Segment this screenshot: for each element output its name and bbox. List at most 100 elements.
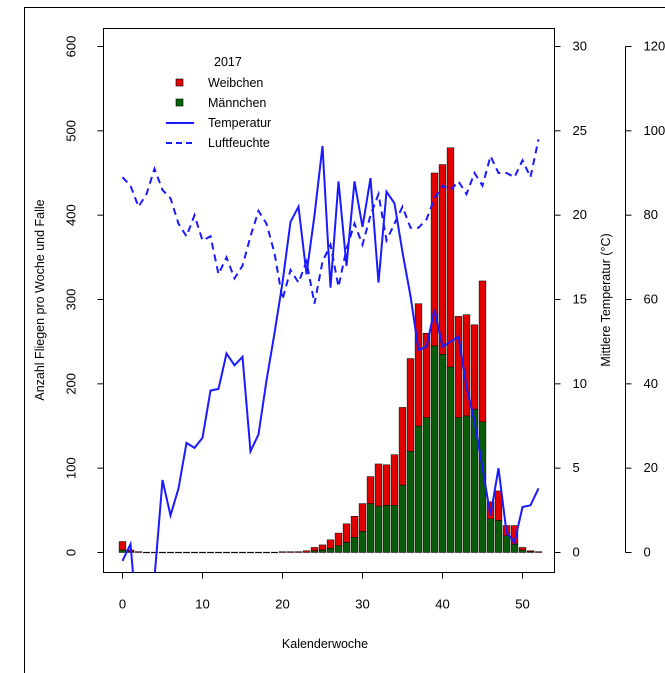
y-tick-label: 300 bbox=[64, 289, 79, 311]
bar-maennchen bbox=[414, 425, 423, 553]
line-layer bbox=[121, 139, 540, 573]
bar-maennchen bbox=[118, 549, 127, 553]
bar-weibchen bbox=[310, 547, 319, 552]
bar-maennchen bbox=[342, 542, 351, 553]
bar-maennchen bbox=[398, 484, 407, 553]
bar-maennchen bbox=[334, 545, 343, 553]
bar-maennchen bbox=[406, 451, 415, 553]
bar-weibchen bbox=[510, 525, 519, 545]
bar-weibchen bbox=[134, 551, 143, 553]
bar-weibchen bbox=[294, 551, 303, 553]
humidity-tick-label: 60 bbox=[644, 292, 658, 307]
bar-weibchen bbox=[526, 550, 535, 552]
temperature-tick-label: 25 bbox=[573, 123, 587, 138]
temperature-tick-label: 20 bbox=[573, 207, 587, 222]
humidity-tick-label: 100 bbox=[644, 123, 665, 138]
plot-box bbox=[103, 28, 555, 573]
series-temperatur bbox=[121, 145, 540, 573]
bar-maennchen bbox=[486, 518, 495, 553]
humidity-tick-label: 120 bbox=[644, 39, 665, 54]
temperature-tick-label: 0 bbox=[573, 545, 580, 560]
bar-weibchen bbox=[398, 407, 407, 486]
legend-label-luftfeuchte: Luftfeuchte bbox=[208, 136, 270, 150]
bar-maennchen bbox=[454, 417, 463, 553]
humidity-tick-label: 80 bbox=[644, 207, 658, 222]
temperature-tick-label: 15 bbox=[573, 292, 587, 307]
bar-maennchen bbox=[446, 366, 455, 553]
x-axis-label: Kalenderwoche bbox=[282, 637, 368, 651]
bar-weibchen bbox=[350, 515, 359, 538]
x-tick-label: 50 bbox=[515, 597, 529, 612]
temperature-axis-label: Mittlere Temperatur (°C) bbox=[599, 233, 613, 366]
x-tick-label: 30 bbox=[355, 597, 369, 612]
humidity-tick-label: 40 bbox=[644, 376, 658, 391]
bar-weibchen bbox=[518, 547, 527, 551]
bar-weibchen bbox=[278, 551, 287, 553]
bar-maennchen bbox=[422, 417, 431, 553]
x-tick-label: 10 bbox=[195, 597, 209, 612]
series-luftfeuchte bbox=[121, 139, 540, 304]
bar-maennchen bbox=[502, 535, 511, 553]
legend-swatch-maennchen bbox=[175, 98, 184, 107]
temperature-tick-label: 10 bbox=[573, 376, 587, 391]
y-tick-label: 200 bbox=[64, 373, 79, 395]
bar-weibchen bbox=[454, 316, 463, 418]
x-tick-label: 0 bbox=[119, 597, 126, 612]
legend: Weibchen Männchen Temperatur Luftfeuchte bbox=[166, 76, 271, 150]
y-tick-label: 400 bbox=[64, 204, 79, 226]
x-tick-label: 40 bbox=[435, 597, 449, 612]
bar-weibchen bbox=[422, 332, 431, 418]
bar-weibchen bbox=[414, 303, 423, 427]
bar-maennchen bbox=[518, 549, 527, 553]
legend-swatch-weibchen bbox=[175, 78, 184, 87]
bar-maennchen bbox=[382, 505, 391, 553]
bar-maennchen bbox=[438, 354, 447, 553]
legend-label-maennchen: Männchen bbox=[208, 96, 266, 110]
y-axis-label: Anzahl Fliegen pro Woche und Falle bbox=[33, 199, 47, 400]
bar-weibchen bbox=[326, 539, 335, 549]
humidity-tick-label: 0 bbox=[644, 545, 651, 560]
bar-maennchen bbox=[430, 345, 439, 553]
bar-weibchen bbox=[302, 550, 311, 553]
temperature-tick-label: 30 bbox=[573, 39, 587, 54]
bar-weibchen bbox=[406, 358, 415, 452]
humidity-tick-label: 20 bbox=[644, 460, 658, 475]
bar-weibchen bbox=[318, 544, 327, 551]
bar-weibchen bbox=[478, 280, 487, 423]
legend-label-weibchen: Weibchen bbox=[208, 76, 263, 90]
bar-weibchen bbox=[374, 463, 383, 507]
bar-maennchen bbox=[310, 550, 319, 553]
bar-weibchen bbox=[390, 454, 399, 506]
x-tick-label: 20 bbox=[275, 597, 289, 612]
bar-maennchen bbox=[358, 531, 367, 553]
y-tick-label: 100 bbox=[64, 457, 79, 479]
bar-weibchen bbox=[438, 164, 447, 355]
bar-maennchen bbox=[374, 505, 383, 553]
bar-weibchen bbox=[342, 523, 351, 543]
legend-label-temperatur: Temperatur bbox=[208, 116, 271, 130]
bar-weibchen bbox=[430, 172, 439, 347]
bar-weibchen bbox=[382, 464, 391, 506]
bar-maennchen bbox=[366, 503, 375, 553]
axes: 0 10 20 30 40 5001002003004005006000510152025… bbox=[64, 36, 665, 612]
bar-weibchen bbox=[494, 490, 503, 521]
bar-layer bbox=[118, 147, 543, 554]
y-tick-label: 500 bbox=[64, 120, 79, 142]
bar-weibchen bbox=[286, 551, 295, 553]
temperature-tick-label: 5 bbox=[573, 460, 580, 475]
bar-weibchen bbox=[358, 503, 367, 532]
bar-weibchen bbox=[534, 551, 543, 553]
bar-weibchen bbox=[118, 541, 127, 551]
chart-title: 2017 bbox=[214, 55, 242, 69]
bar-weibchen bbox=[446, 147, 455, 368]
bar-maennchen bbox=[318, 549, 327, 553]
y-tick-label: 0 bbox=[64, 549, 79, 556]
bar-maennchen bbox=[494, 520, 503, 553]
y-tick-label: 600 bbox=[64, 36, 79, 58]
bar-weibchen bbox=[334, 532, 343, 547]
bar-weibchen bbox=[470, 324, 479, 410]
bar-maennchen bbox=[350, 537, 359, 553]
bar-maennchen bbox=[462, 415, 471, 553]
bar-maennchen bbox=[390, 505, 399, 553]
